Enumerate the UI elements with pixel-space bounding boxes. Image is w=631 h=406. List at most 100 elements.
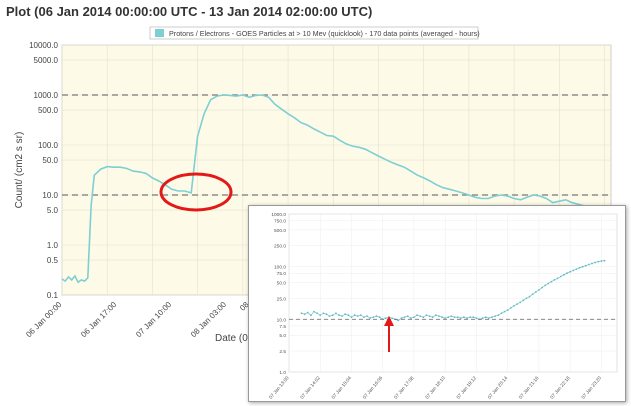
y-tick-label: 500.0 <box>38 106 59 115</box>
inset-x-tick-label: 07 Jan 14:02 <box>299 375 322 400</box>
inset-data-point <box>556 277 559 280</box>
inset-y-tick-label: 50.0 <box>277 281 287 287</box>
inset-data-point <box>450 315 453 317</box>
inset-data-point <box>516 303 518 305</box>
inset-data-point <box>578 266 581 269</box>
inset-data-point <box>594 261 596 264</box>
inset-data-point <box>447 316 450 319</box>
inset-data-point <box>366 315 368 317</box>
inset-data-point <box>369 317 372 320</box>
inset-data-point <box>310 314 312 317</box>
inset-data-point <box>534 291 537 293</box>
inset-data-point <box>506 309 509 311</box>
inset-data-point <box>528 295 531 298</box>
inset-data-point <box>406 315 409 317</box>
legend-swatch <box>155 29 164 37</box>
inset-data-point <box>347 314 350 317</box>
inset-data-point <box>553 279 556 281</box>
inset-data-point <box>503 310 506 313</box>
x-axis-label: Date (06 <box>215 333 254 344</box>
inset-data-point <box>566 272 568 275</box>
inset-zoom-chart: 1000.0 750.0 500.0 250.0 100.0 75.0 50.0 25.0 10… <box>248 205 626 402</box>
inset-data-point <box>359 314 362 317</box>
inset-x-tick-label: 07 Jan 16:06 <box>362 375 385 400</box>
inset-data-point <box>459 317 462 320</box>
inset-x-tick-label: 07 Jan 23:20 <box>580 375 603 400</box>
inset-data-point <box>441 316 443 319</box>
inset-data-point <box>322 312 325 315</box>
inset-data-point <box>559 275 562 278</box>
red-arrow <box>384 316 394 352</box>
inset-data-point <box>600 260 603 262</box>
inset-y-tick-label: 2.5 <box>279 349 286 355</box>
inset-y-tick-label: 500.0 <box>274 228 286 234</box>
inset-data-point <box>497 314 500 317</box>
inset-data-point <box>603 259 606 262</box>
inset-data-point <box>431 316 434 319</box>
inset-data-point <box>384 317 387 320</box>
y-tick-label: 5.0 <box>47 206 59 215</box>
inset-data-point <box>572 269 575 272</box>
inset-x-tick-label: 07 Jan 22:18 <box>549 375 572 400</box>
inset-data-point <box>400 317 403 320</box>
inset-x-tick-label: 07 Jan 15:04 <box>331 375 354 400</box>
inset-data-point <box>306 311 309 314</box>
inset-data-point <box>469 316 472 319</box>
y-tick-label: 50.0 <box>42 156 58 165</box>
inset-data-point <box>484 316 487 319</box>
inset-data-point <box>513 305 515 307</box>
inset-y-tick-label: 75.0 <box>277 271 287 277</box>
inset-data-point <box>581 265 584 268</box>
inset-data-point <box>344 313 347 316</box>
inset-data-point <box>522 299 525 302</box>
inset-data-point <box>353 314 356 317</box>
inset-x-tick-label: 07 Jan 18:10 <box>424 375 447 400</box>
inset-data-point <box>588 263 590 266</box>
inset-data-point <box>544 284 547 287</box>
inset-x-tick-label: 07 Jan 17:08 <box>393 375 416 400</box>
inset-data-point <box>488 317 490 320</box>
inset-data-point <box>328 315 331 317</box>
inset-data-point <box>456 316 459 319</box>
inset-y-tick-label: 1000.0 <box>271 212 286 218</box>
inset-data-point <box>531 293 534 296</box>
inset-data-point <box>378 316 381 319</box>
inset-x-tick-label: 07 Jan 20:14 <box>487 375 510 400</box>
inset-data-point <box>313 310 315 313</box>
inset-data-point <box>341 315 343 317</box>
y-tick-label: 5000.0 <box>34 56 59 65</box>
inset-data-point <box>463 316 465 319</box>
inset-data-point <box>350 316 353 319</box>
inset-data-point <box>481 317 484 320</box>
y-tick-label: 100.0 <box>38 141 59 150</box>
inset-data-point <box>363 316 365 319</box>
inset-x-tick-label: 07 Jan 19:12 <box>456 375 479 400</box>
inset-data-point <box>319 314 322 317</box>
inset-data-point <box>509 307 512 309</box>
inset-data-point <box>569 270 571 273</box>
inset-data-point <box>591 262 593 265</box>
inset-data-point <box>597 260 600 263</box>
y-tick-label: 0.5 <box>47 256 59 265</box>
inset-data-point <box>475 317 478 320</box>
inset-data-point <box>425 314 428 317</box>
inset-y-tick-label: 7.5 <box>279 324 286 330</box>
inset-y-tick-label: 10.0 <box>277 317 287 323</box>
inset-x-tick-label: 07 Jan 21:16 <box>518 375 541 400</box>
y-tick-label: 10000.0 <box>29 41 58 50</box>
inset-y-tick-label: 250.0 <box>274 244 286 250</box>
inset-data-point <box>500 312 503 315</box>
inset-data-point <box>375 315 378 317</box>
legend[interactable]: Protons / Electrons - GOES Particles at … <box>149 26 480 40</box>
inset-data-point <box>541 286 543 289</box>
inset-data-point <box>547 282 550 285</box>
inset-data-point <box>403 316 406 319</box>
legend-box <box>149 26 479 40</box>
y-axis-label: Count/ (cm2 s sr) <box>14 132 25 209</box>
inset-plot-area <box>288 213 618 373</box>
inset-data-point <box>409 317 412 320</box>
inset-data-point <box>331 314 334 317</box>
inset-data-point <box>335 312 337 315</box>
inset-data-point <box>491 316 493 319</box>
y-tick-label: 10.0 <box>42 191 58 200</box>
